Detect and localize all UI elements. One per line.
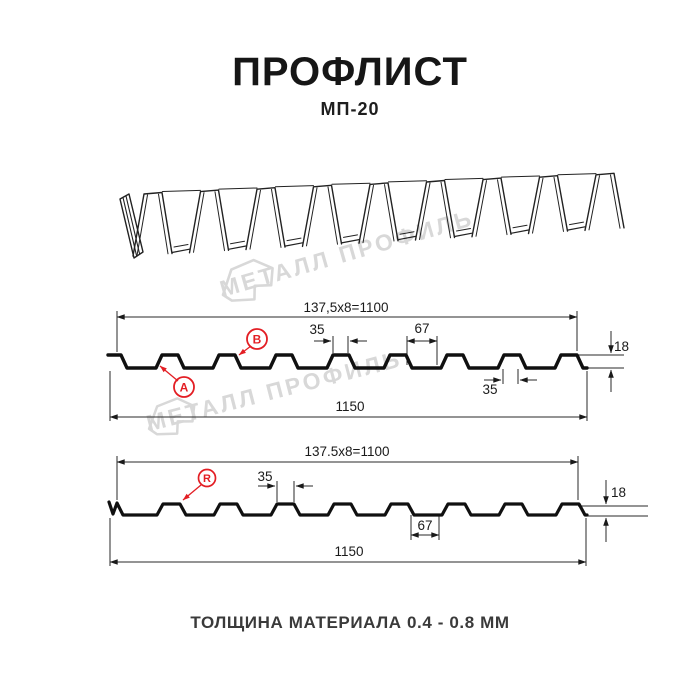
iso-line: [610, 174, 621, 229]
iso-line: [471, 177, 512, 238]
iso-ribs-group: [132, 172, 625, 257]
section-r-dimensions: [109, 456, 648, 566]
iso-line: [286, 237, 302, 242]
iso-line: [444, 177, 484, 180]
marker-a-letter: A: [180, 381, 189, 395]
iso-line: [512, 224, 528, 229]
marker-b-letter: B: [253, 333, 262, 347]
iso-line: [171, 248, 191, 254]
iso-line: [214, 191, 225, 252]
iso-line: [340, 239, 360, 244]
iso-line: [132, 191, 173, 257]
marker-r-circle: [197, 468, 217, 488]
section-a-drawing: 137,5x8=1100 35 67 18 35 1150 A B: [106, 300, 629, 421]
page-subtitle: МП-20: [320, 99, 380, 119]
iso-line: [158, 193, 169, 255]
section-r-callouts: R: [182, 468, 217, 501]
dim-label-rib-top-lower-a: 35: [482, 382, 497, 397]
sheet-cut-edge: [119, 193, 144, 259]
dim-label-pitch-r: 137.5x8=1100: [305, 444, 390, 459]
iso-line: [193, 192, 205, 253]
iso-line: [475, 180, 487, 237]
iso-line: [331, 182, 371, 185]
iso-line: [173, 244, 189, 248]
iso-line: [588, 175, 600, 231]
iso-line: [453, 232, 473, 238]
dim-label-overall-a: 1150: [335, 399, 364, 414]
iso-line: [245, 187, 286, 251]
section-r-profile-path: [107, 500, 589, 517]
marker-a-circle: [173, 376, 195, 398]
iso-line: [510, 229, 530, 234]
iso-line: [230, 240, 245, 245]
footer-text: ТОЛЩИНА МАТЕРИАЛА 0.4 - 0.8 ММ: [190, 613, 510, 632]
dim-label-rib-top-a: 35: [309, 322, 324, 337]
iso-line: [343, 234, 358, 238]
iso-line: [557, 173, 597, 176]
iso-line: [566, 226, 586, 231]
iso-line: [399, 231, 415, 235]
profile-3d-view: [119, 172, 625, 259]
iso-line: [419, 182, 431, 240]
iso-line: [414, 179, 456, 241]
dim-label-pitch-a: 137,5x8=1100: [304, 300, 389, 315]
iso-line: [388, 180, 427, 183]
iso-line: [584, 172, 625, 232]
iso-line: [136, 194, 148, 256]
iso-line: [162, 189, 201, 192]
iso-line: [271, 188, 282, 248]
iso-line: [327, 186, 338, 245]
iso-line: [188, 189, 230, 254]
iso-line: [384, 184, 395, 242]
dim-label-height-a: 18: [614, 339, 629, 354]
iso-line: [501, 175, 540, 178]
iso-line: [569, 221, 584, 226]
section-r-drawing: 137.5x8=1100 35 67 18 1150 R: [107, 444, 648, 566]
iso-line: [456, 228, 471, 232]
dim-label-rib-top-r: 35: [257, 469, 272, 484]
iso-line: [397, 235, 417, 241]
iso-line: [440, 181, 451, 239]
iso-line: [249, 189, 261, 250]
dim-label-overall-r: 1150: [334, 544, 363, 559]
iso-line: [362, 184, 374, 244]
iso-line: [306, 187, 318, 247]
section-a-callouts: A B: [159, 328, 268, 398]
marker-b-circle: [246, 328, 268, 350]
iso-line: [532, 177, 544, 234]
iso-line: [553, 176, 564, 232]
dim-label-height-r: 18: [611, 485, 626, 500]
iso-line: [497, 179, 508, 236]
iso-line: [301, 184, 343, 248]
marker-r-letter: R: [203, 473, 211, 485]
iso-line: [284, 242, 304, 247]
iso-line: [527, 175, 569, 235]
dim-label-valley-r: 67: [417, 518, 432, 533]
dim-label-valley-a: 67: [414, 321, 429, 336]
page-title: ПРОФЛИСТ: [232, 50, 468, 94]
iso-line: [275, 185, 314, 188]
iso-line: [218, 187, 258, 190]
section-a-dimensions: [109, 311, 624, 421]
section-a-profile-path: [106, 353, 589, 370]
iso-line: [227, 245, 247, 250]
iso-line: [358, 182, 399, 244]
